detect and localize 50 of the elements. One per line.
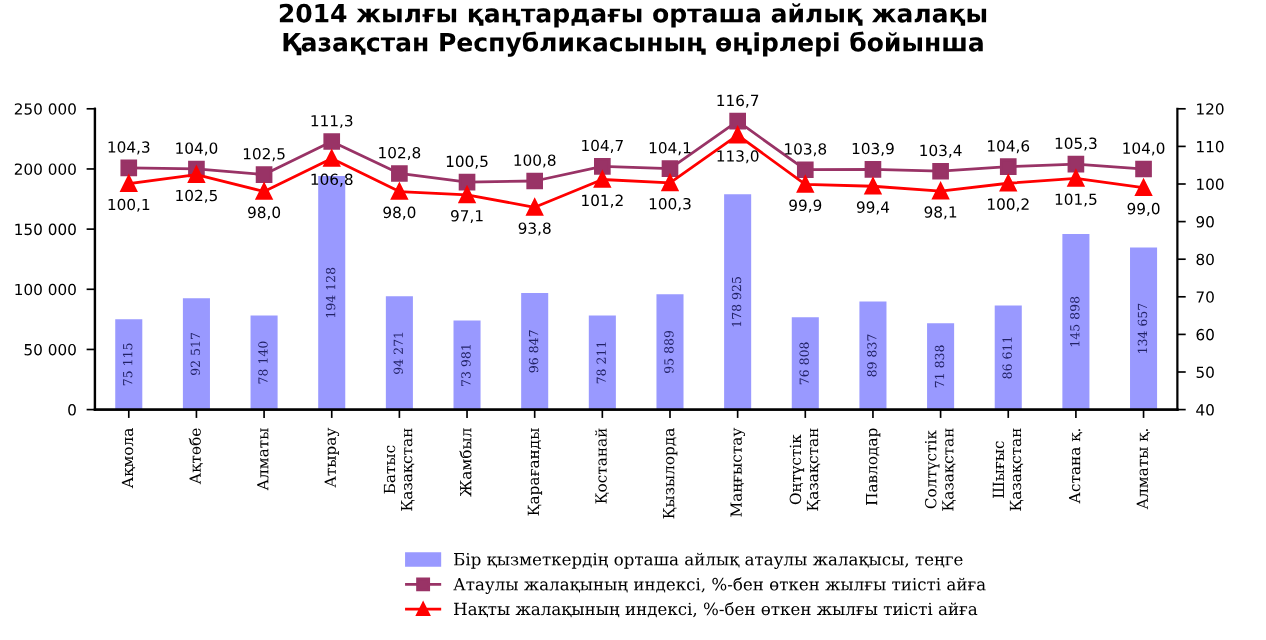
- point: [999, 158, 1017, 176]
- point: [391, 183, 408, 200]
- bar: [250, 315, 278, 410]
- point: [323, 133, 341, 150]
- point: [796, 161, 814, 179]
- bar: [1130, 247, 1158, 410]
- point: [594, 157, 611, 175]
- point: [932, 182, 949, 200]
- bar: [791, 317, 819, 410]
- bar: [453, 320, 481, 410]
- point: [255, 183, 273, 200]
- point: [391, 165, 408, 182]
- point: [1135, 179, 1152, 197]
- point: [526, 198, 544, 216]
- chart-title: 2014 жылғы қаңтардағы орташа айлық жалақы Қазақстан Республикасының өңірлері бойынша: [279, 3, 987, 57]
- point: [458, 173, 476, 191]
- bar: [1062, 234, 1090, 410]
- bar: [521, 293, 549, 410]
- bar: [115, 319, 143, 410]
- point: [932, 162, 949, 180]
- point: [594, 171, 611, 188]
- point: [1067, 170, 1085, 187]
- point: [796, 176, 814, 193]
- point: [999, 174, 1017, 192]
- point: [120, 159, 138, 177]
- bar: [656, 294, 684, 410]
- bar: [385, 296, 413, 410]
- legend-label: Атаулы жалақының индексі, %-бен өткен жылғы тиісті айға: [453, 577, 986, 594]
- point: [255, 166, 273, 183]
- bar: [859, 301, 887, 410]
- bar: [724, 194, 752, 410]
- legend-label: Нақты жалақының индексі, %-бен өткен жылғы тиісті айға: [454, 602, 978, 618]
- point: [323, 150, 341, 167]
- bar: [588, 315, 616, 410]
- point: [729, 112, 746, 130]
- point: [661, 160, 679, 177]
- point: [1135, 160, 1152, 178]
- legend-label: Бір қызметкердің орташа айлық атаулы жалақысы, теңге: [454, 552, 963, 569]
- point: [120, 175, 138, 192]
- point: [661, 174, 679, 192]
- bar: [994, 305, 1022, 410]
- point: [864, 161, 882, 178]
- point: [1067, 155, 1085, 173]
- point: [729, 126, 746, 144]
- bar: [182, 298, 210, 410]
- bar: [927, 323, 955, 410]
- point: [526, 172, 544, 190]
- point: [864, 177, 882, 195]
- point: [188, 166, 205, 183]
- point: [458, 186, 476, 204]
